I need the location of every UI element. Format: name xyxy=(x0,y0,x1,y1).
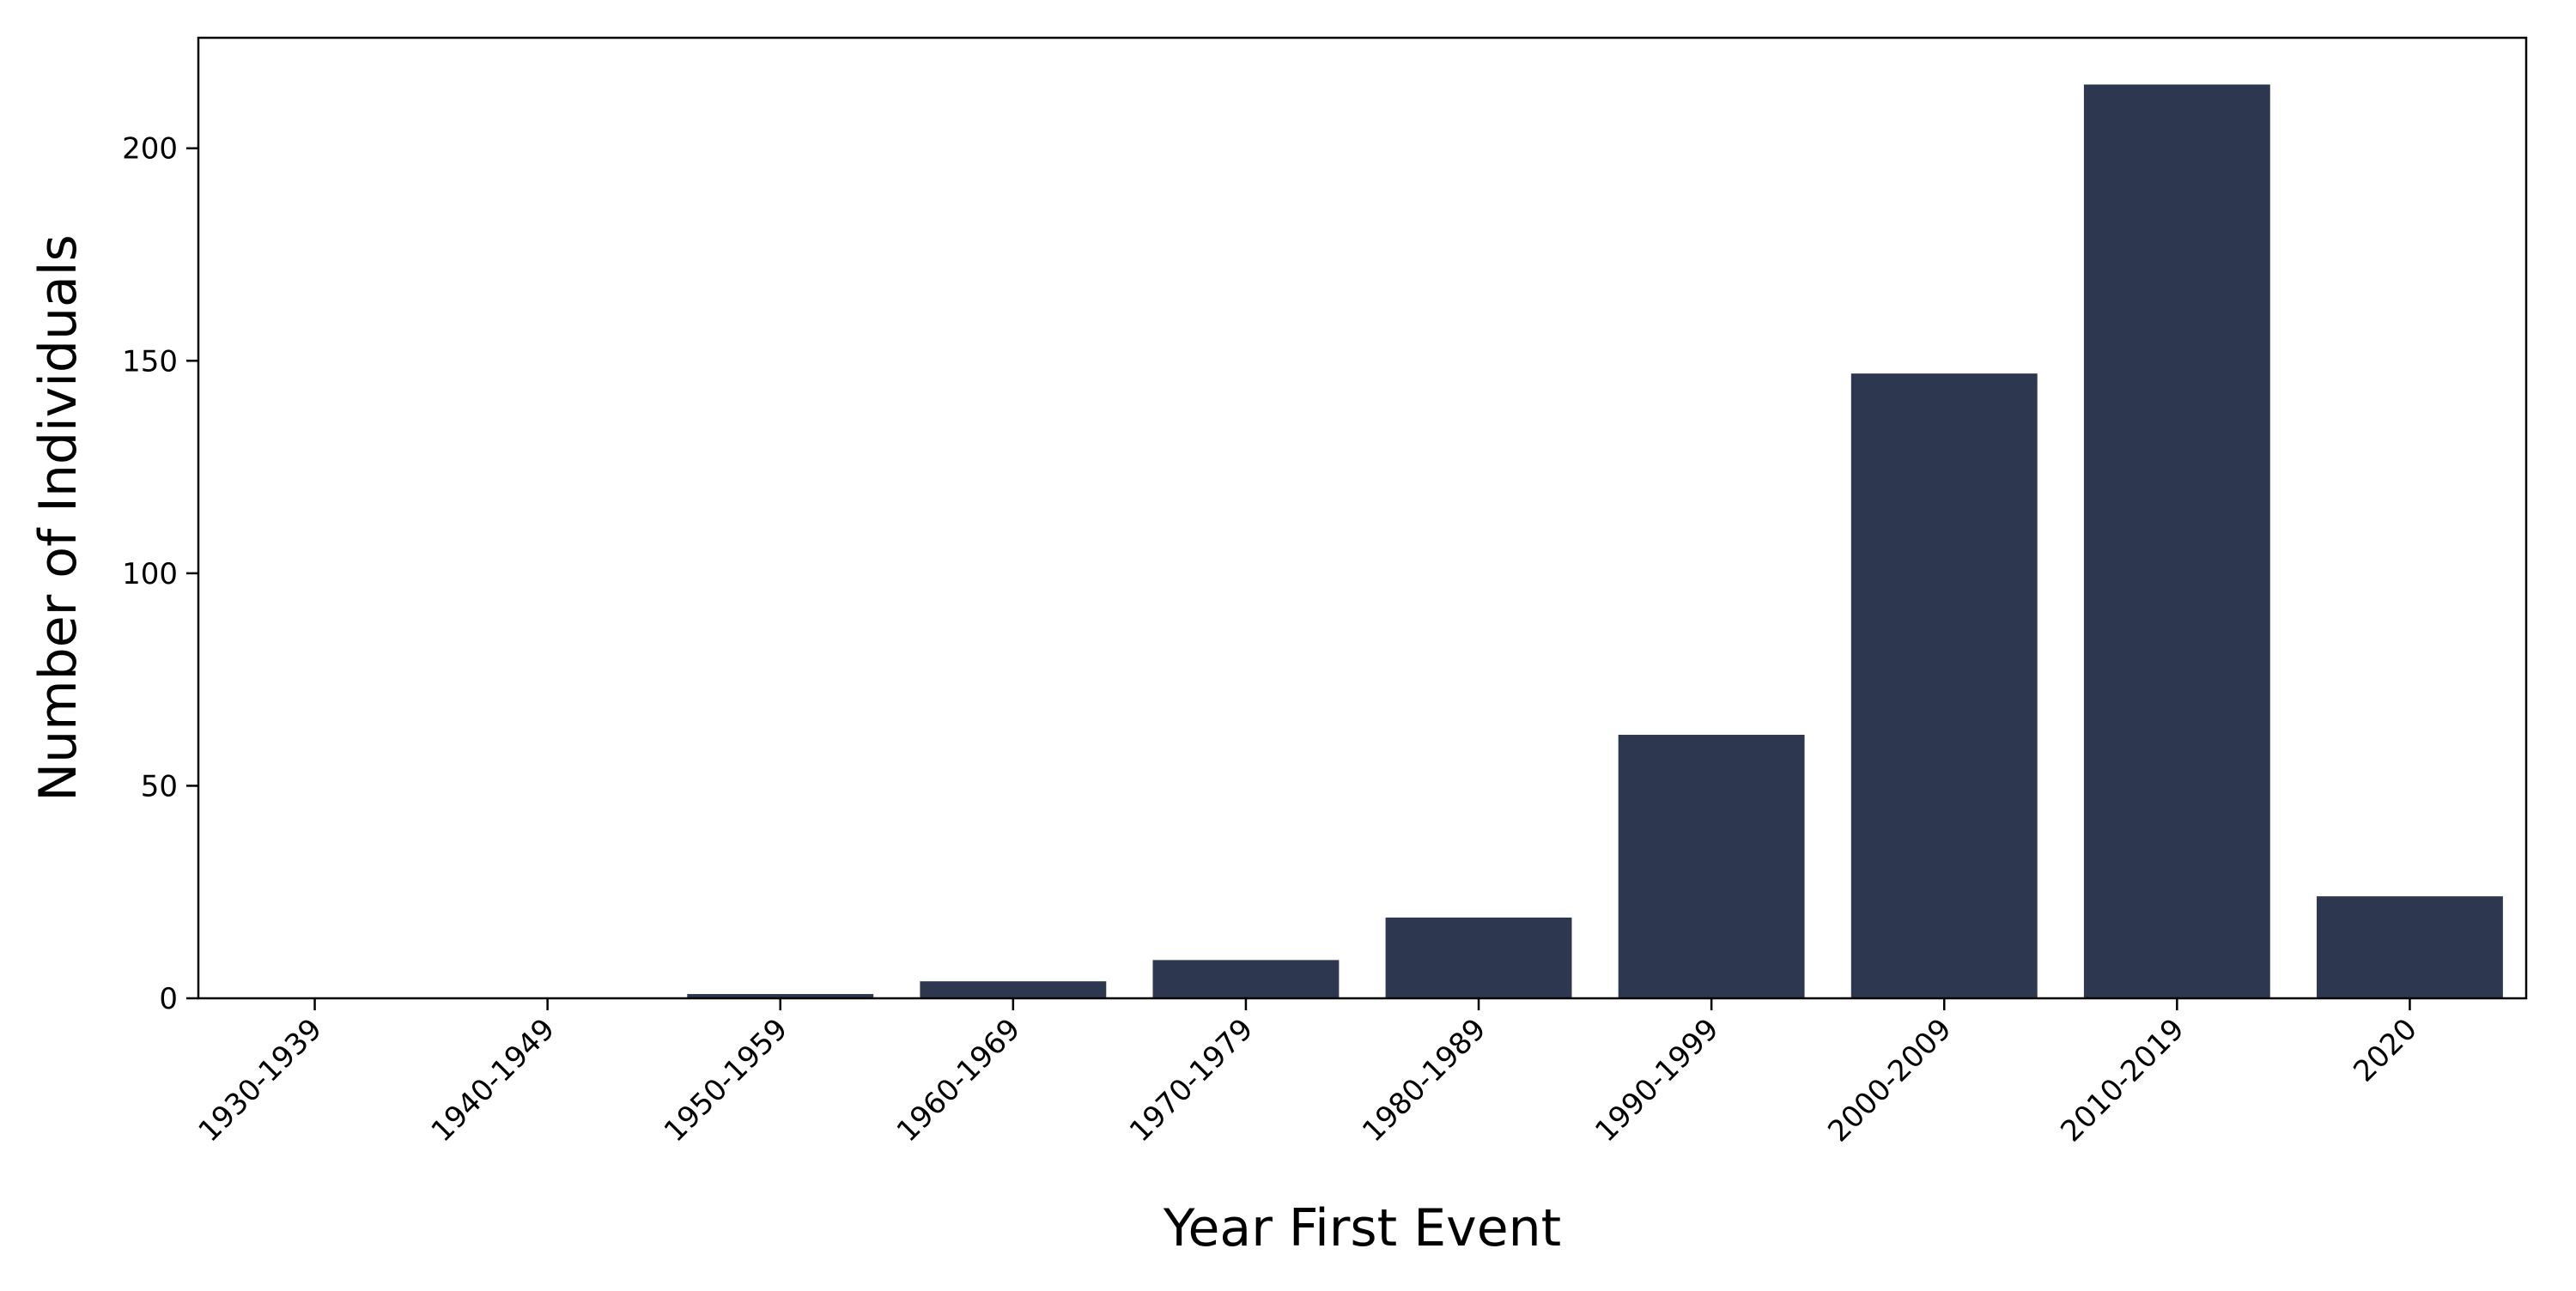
x-tick-label: 1950-1959 xyxy=(658,1012,794,1149)
x-tick-label: 2020 xyxy=(2347,1012,2423,1088)
x-tick-label: 1970-1979 xyxy=(1123,1012,1260,1149)
x-tick-label: 1990-1999 xyxy=(1589,1012,1725,1149)
x-tick-label: 2000-2009 xyxy=(1821,1012,1958,1149)
y-tick-label: 100 xyxy=(122,557,178,591)
bar-1960-1969 xyxy=(920,981,1107,998)
y-tick-label: 50 xyxy=(141,769,178,803)
y-tick-label: 200 xyxy=(122,132,178,167)
x-tick-label: 1940-1949 xyxy=(425,1012,562,1149)
plot-area-frame xyxy=(197,36,2528,1000)
x-tick-label: 2010-2019 xyxy=(2054,1012,2190,1149)
x-tick-label: 1980-1989 xyxy=(1356,1012,1492,1149)
y-tick-label: 0 xyxy=(159,982,178,1016)
y-axis-ticks: 0 50 100 150 200 xyxy=(122,132,198,1016)
x-axis-label: Year First Event xyxy=(1163,1198,1561,1258)
bars xyxy=(687,84,2503,998)
bar-1970-1979 xyxy=(1152,960,1340,998)
bar-2000-2009 xyxy=(1850,373,2038,998)
bar-2010-2019 xyxy=(2083,84,2270,998)
y-tick-label: 150 xyxy=(122,344,178,379)
x-axis-ticks: 1930-1939 1940-1949 1950-1959 1960-1969 1970… xyxy=(192,998,2424,1149)
y-axis-label: Number of Individuals xyxy=(28,234,88,801)
bar-1980-1989 xyxy=(1385,917,1572,998)
bar-1950-1959 xyxy=(687,994,874,998)
bar-1990-1999 xyxy=(1618,735,1805,998)
x-tick-label: 1960-1969 xyxy=(890,1012,1027,1149)
x-tick-label: 1930-1939 xyxy=(192,1012,329,1149)
bar-2020 xyxy=(2317,896,2503,998)
